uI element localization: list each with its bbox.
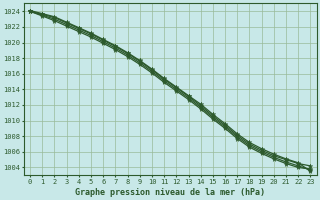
- X-axis label: Graphe pression niveau de la mer (hPa): Graphe pression niveau de la mer (hPa): [75, 188, 265, 197]
